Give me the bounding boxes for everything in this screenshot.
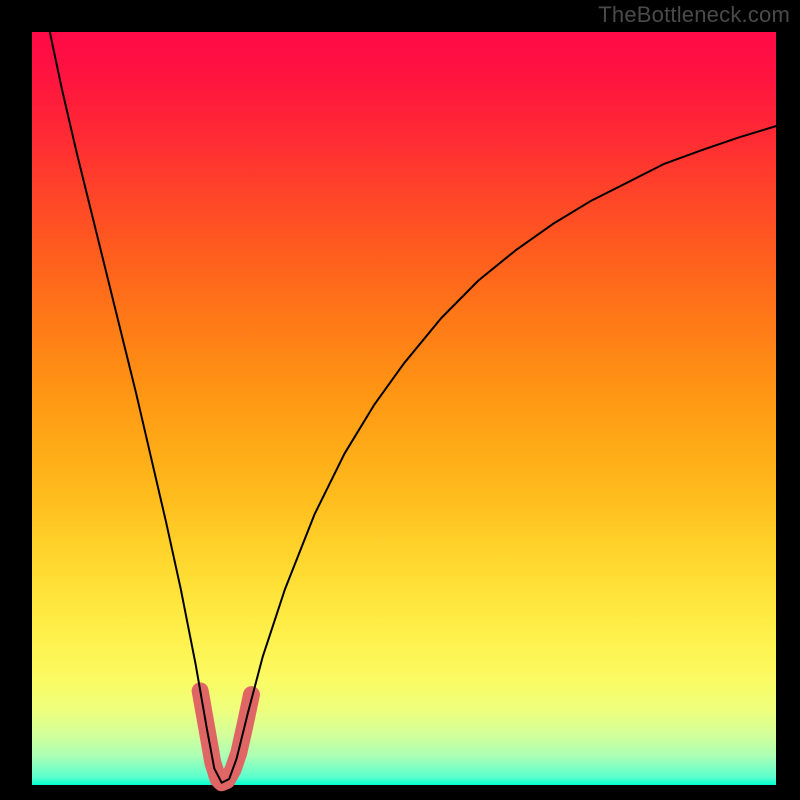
chart-container: TheBottleneck.com (0, 0, 800, 800)
plot-background (32, 32, 776, 785)
watermark-text: TheBottleneck.com (598, 2, 790, 28)
bottleneck-curve-chart (0, 0, 800, 800)
